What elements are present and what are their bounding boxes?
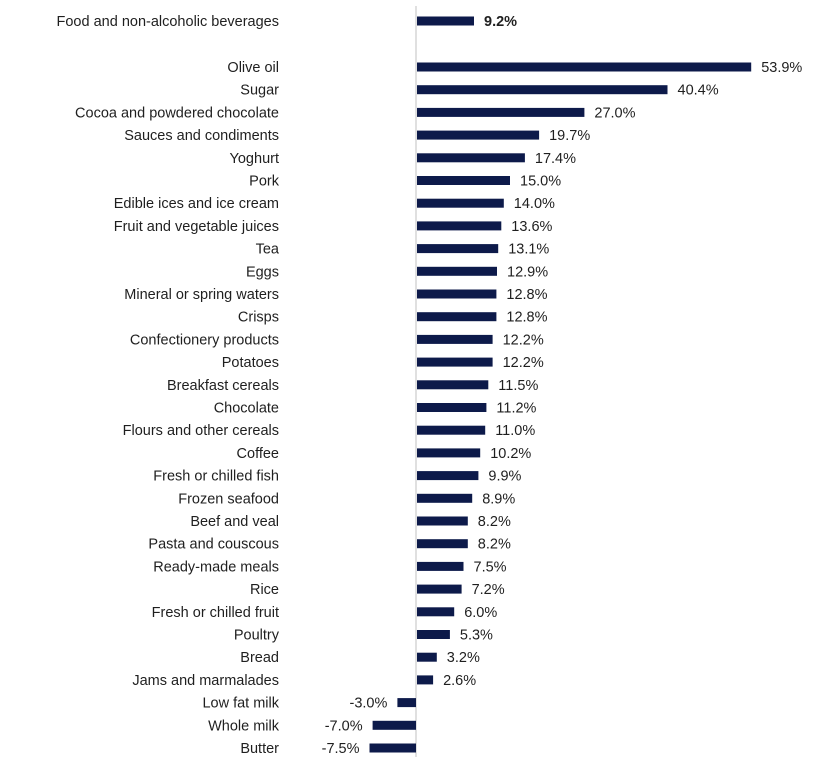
- category-label-sugar: Sugar: [240, 83, 279, 99]
- data-label-edible-ices-and-ice-cream: 14.0%: [514, 196, 555, 212]
- bar-bread: [417, 652, 437, 662]
- data-label-pasta-and-couscous: 8.2%: [478, 537, 511, 553]
- data-label-eggs: 12.9%: [507, 264, 548, 280]
- category-label-pork: Pork: [249, 174, 280, 190]
- data-label-coffee: 10.2%: [490, 446, 531, 462]
- data-label-sauces-and-condiments: 19.7%: [549, 128, 590, 144]
- bar-crisps: [417, 312, 497, 322]
- data-label-confectionery-products: 12.2%: [503, 332, 544, 348]
- bar-butter: [369, 743, 416, 753]
- data-label-food-and-non-alcoholic-beverages: 9.2%: [484, 14, 517, 30]
- bar-pasta-and-couscous: [417, 539, 468, 549]
- category-label-breakfast-cereals: Breakfast cereals: [167, 378, 279, 394]
- data-label-whole-milk: -7.0%: [325, 718, 363, 734]
- bar-edible-ices-and-ice-cream: [417, 198, 504, 208]
- bar-cocoa-and-powdered-chocolate: [417, 107, 585, 117]
- data-label-bread: 3.2%: [447, 650, 480, 666]
- data-label-poultry: 5.3%: [460, 628, 493, 644]
- data-label-low-fat-milk: -3.0%: [350, 696, 388, 712]
- category-label-fruit-and-vegetable-juices: Fruit and vegetable juices: [114, 219, 279, 235]
- data-label-yoghurt: 17.4%: [535, 151, 576, 167]
- data-label-crisps: 12.8%: [506, 310, 547, 326]
- bar-poultry: [417, 630, 450, 639]
- category-label-frozen-seafood: Frozen seafood: [178, 491, 279, 507]
- data-label-frozen-seafood: 8.9%: [482, 491, 515, 507]
- category-label-poultry: Poultry: [234, 628, 280, 644]
- data-label-beef-and-veal: 8.2%: [478, 514, 511, 530]
- category-label-flours-and-other-cereals: Flours and other cereals: [123, 423, 279, 439]
- bar-breakfast-cereals: [417, 380, 489, 390]
- category-label-edible-ices-and-ice-cream: Edible ices and ice cream: [114, 196, 279, 212]
- category-label-low-fat-milk: Low fat milk: [202, 696, 279, 712]
- bar-low-fat-milk: [397, 698, 416, 708]
- bar-chocolate: [417, 403, 487, 412]
- bar-potatoes: [417, 357, 493, 367]
- category-label-whole-milk: Whole milk: [208, 718, 280, 734]
- data-label-fresh-or-chilled-fish: 9.9%: [488, 469, 521, 485]
- bar-beef-and-veal: [417, 516, 468, 526]
- bar-fruit-and-vegetable-juices: [417, 221, 502, 231]
- bar-yoghurt: [417, 153, 525, 163]
- category-label-bread: Bread: [240, 650, 279, 666]
- category-label-mineral-or-spring-waters: Mineral or spring waters: [124, 287, 279, 303]
- data-label-fresh-or-chilled-fruit: 6.0%: [464, 605, 497, 621]
- data-label-mineral-or-spring-waters: 12.8%: [506, 287, 547, 303]
- category-label-olive-oil: Olive oil: [227, 60, 279, 76]
- data-label-jams-and-marmalades: 2.6%: [443, 673, 476, 689]
- bar-tea: [417, 244, 499, 254]
- category-label-food-and-non-alcoholic-beverages: Food and non-alcoholic beverages: [57, 14, 279, 30]
- data-label-butter: -7.5%: [322, 741, 360, 757]
- bar-food-and-non-alcoholic-beverages: [417, 16, 474, 26]
- category-label-chocolate: Chocolate: [214, 401, 279, 417]
- category-label-butter: Butter: [240, 741, 279, 757]
- bar-pork: [417, 176, 510, 185]
- category-label-sauces-and-condiments: Sauces and condiments: [124, 128, 279, 144]
- data-label-flours-and-other-cereals: 11.0%: [495, 423, 535, 439]
- bar-ready-made-meals: [417, 561, 464, 571]
- bar-sauces-and-condiments: [417, 130, 540, 140]
- data-label-pork: 15.0%: [520, 174, 561, 190]
- data-label-sugar: 40.4%: [678, 83, 719, 99]
- data-label-rice: 7.2%: [472, 582, 505, 598]
- bar-fresh-or-chilled-fruit: [417, 607, 455, 617]
- data-label-cocoa-and-powdered-chocolate: 27.0%: [594, 105, 635, 121]
- category-label-confectionery-products: Confectionery products: [130, 332, 279, 348]
- bar-frozen-seafood: [417, 493, 473, 503]
- category-label-pasta-and-couscous: Pasta and couscous: [148, 537, 279, 553]
- data-label-fruit-and-vegetable-juices: 13.6%: [511, 219, 552, 235]
- category-label-beef-and-veal: Beef and veal: [190, 514, 279, 530]
- bar-rice: [417, 584, 462, 594]
- category-label-ready-made-meals: Ready-made meals: [153, 559, 279, 575]
- category-label-potatoes: Potatoes: [222, 355, 279, 371]
- data-label-breakfast-cereals: 11.5%: [498, 378, 538, 394]
- category-label-fresh-or-chilled-fish: Fresh or chilled fish: [153, 469, 279, 485]
- category-label-yoghurt: Yoghurt: [230, 151, 279, 167]
- category-label-coffee: Coffee: [237, 446, 279, 462]
- data-label-tea: 13.1%: [508, 242, 549, 258]
- bar-sugar: [417, 85, 668, 95]
- bar-coffee: [417, 448, 481, 458]
- category-label-jams-and-marmalades: Jams and marmalades: [132, 673, 279, 689]
- bar-fresh-or-chilled-fish: [417, 471, 479, 481]
- category-label-cocoa-and-powdered-chocolate: Cocoa and powdered chocolate: [75, 105, 279, 121]
- category-label-eggs: Eggs: [246, 264, 279, 280]
- bar-jams-and-marmalades: [417, 675, 434, 685]
- data-label-chocolate: 11.2%: [496, 401, 536, 417]
- bar-group: Food and non-alcoholic beverages 9.2% Oliv…: [57, 14, 803, 757]
- category-label-fresh-or-chilled-fruit: Fresh or chilled fruit: [152, 605, 279, 621]
- category-label-tea: Tea: [256, 242, 280, 258]
- bar-eggs: [417, 266, 497, 276]
- category-label-crisps: Crisps: [238, 310, 279, 326]
- data-label-potatoes: 12.2%: [503, 355, 544, 371]
- bar-whole-milk: [372, 720, 416, 730]
- data-label-olive-oil: 53.9%: [761, 60, 802, 76]
- bar-flours-and-other-cereals: [417, 425, 486, 435]
- bar-mineral-or-spring-waters: [417, 289, 497, 299]
- bar-olive-oil: [417, 62, 752, 72]
- bar-confectionery-products: [417, 334, 493, 344]
- category-label-rice: Rice: [250, 582, 279, 598]
- data-label-ready-made-meals: 7.5%: [474, 559, 507, 575]
